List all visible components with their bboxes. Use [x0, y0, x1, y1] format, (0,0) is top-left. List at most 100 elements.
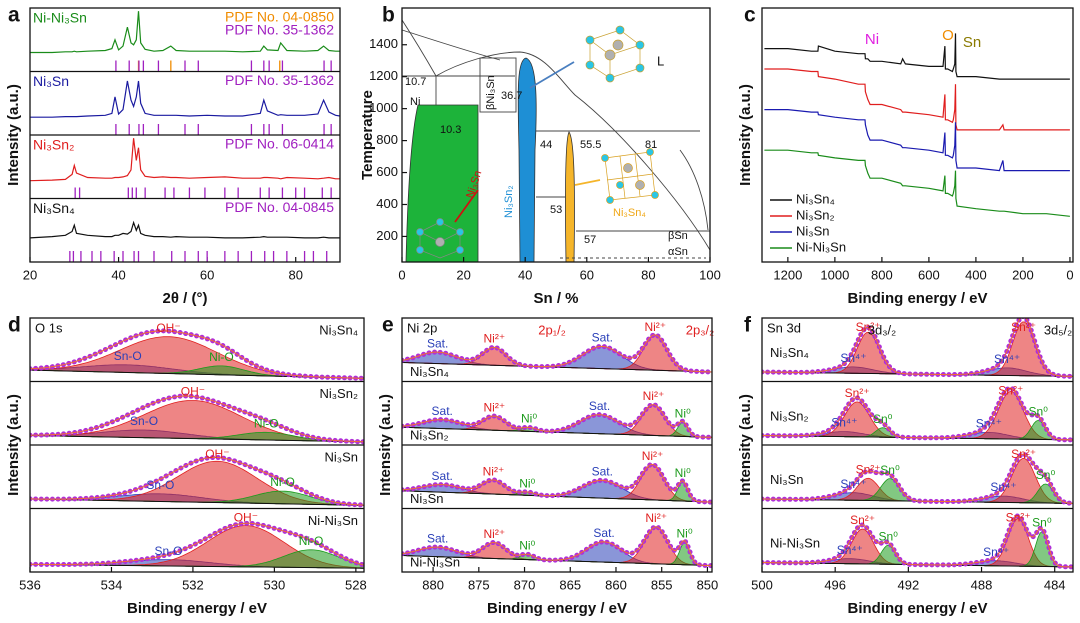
x-tick-label: 400: [965, 267, 987, 282]
background-line: [30, 369, 364, 379]
survey-spectrum: [764, 109, 1070, 172]
atom: [456, 228, 464, 236]
x-tick-label: 880: [422, 577, 444, 592]
xrd-pattern: [30, 80, 341, 118]
legend-label: Ni-Ni₃Sn: [796, 239, 846, 254]
x-tick-label: 488: [971, 577, 993, 592]
component-label: Ni²⁺: [484, 527, 506, 541]
strip: [30, 393, 364, 445]
atom: [635, 40, 645, 50]
fit-envelope: [762, 515, 1073, 568]
component-label: Sat.: [432, 469, 453, 483]
ni3sn4-arrow: [574, 179, 601, 186]
x-tick-label: 875: [468, 577, 490, 592]
x-tick-label: 492: [898, 577, 920, 592]
component-label: Sn⁰: [1032, 516, 1052, 530]
fit-component: [762, 390, 1073, 441]
y-tick-label: 200: [376, 228, 398, 243]
component-label: Sn-O: [146, 478, 174, 492]
component-label: Sn²⁺: [856, 462, 881, 476]
legend-label: Ni₃Sn: [796, 223, 829, 238]
atom: [456, 246, 464, 254]
crystal-ni3sn: [416, 218, 464, 259]
panel-letter: f: [744, 314, 752, 337]
strip: [402, 524, 712, 569]
atom: [604, 49, 616, 61]
component-label: Sn⁰: [880, 463, 900, 477]
core-level: Sn 3d: [767, 320, 801, 335]
fit-envelope: [762, 318, 1073, 377]
component-label: Sn²⁺: [1006, 511, 1031, 525]
component-label: OH⁻: [234, 511, 258, 525]
sample-label: Ni₃Sn₄: [33, 200, 75, 216]
y-tick-label: 600: [376, 164, 398, 179]
component-label: Ni⁰: [521, 412, 537, 426]
atom: [646, 148, 654, 156]
atom: [605, 73, 615, 83]
atom: [635, 180, 645, 190]
y-axis-label: Intensity (a.u.): [737, 394, 754, 496]
component-label: Sn⁴⁺: [831, 416, 857, 430]
x-axis-label: Binding energy / eV: [127, 600, 267, 617]
x-tick-label: 534: [101, 577, 123, 592]
sample-label: Ni₃Sn: [770, 472, 803, 487]
strip: [30, 454, 364, 508]
atom: [635, 63, 645, 73]
survey-spectrum: [764, 149, 1070, 217]
element-label: O: [942, 27, 954, 44]
component-label: Ni²⁺: [484, 332, 506, 346]
atom: [651, 191, 659, 199]
atom: [436, 218, 444, 226]
survey-spectrum: [764, 68, 1070, 131]
fit-envelope: [402, 463, 712, 503]
sample-label: Ni-Ni₃Sn: [770, 536, 820, 551]
legend-label: Ni₃Sn₂: [796, 207, 835, 222]
x-tick-label: 40: [111, 267, 125, 282]
phase-label: 81: [645, 139, 657, 151]
x-tick-label: 20: [23, 267, 37, 282]
x-tick-label: 0: [1066, 267, 1073, 282]
component-label: Sn⁴⁺: [837, 543, 863, 557]
phase-label: βSn: [668, 230, 688, 242]
component-label: Ni²⁺: [644, 320, 666, 334]
component-label: Sn⁴⁺: [983, 545, 1009, 559]
component-label: Sn²⁺: [850, 513, 875, 527]
atom: [615, 25, 625, 35]
panel-letter: b: [382, 4, 395, 27]
panel-letter: c: [744, 4, 756, 27]
atom: [612, 39, 624, 51]
crystal-ni3sn4: [601, 148, 659, 204]
x-tick-label: 600: [918, 267, 940, 282]
element-label: Sn: [963, 34, 981, 51]
x-tick-label: 865: [559, 577, 581, 592]
transition-label: 2p₃/₂: [686, 322, 714, 337]
component-label: Ni-O: [270, 475, 295, 489]
strip: [762, 513, 1073, 570]
plot-frame: [401, 317, 713, 573]
sample-label: Ni₃Sn₂: [33, 137, 74, 153]
background-line: [30, 434, 364, 443]
component-label: OH⁻: [156, 321, 180, 335]
x-axis-label: 2θ / (°): [163, 290, 208, 307]
x-tick-label: 496: [824, 577, 846, 592]
x-tick-label: 0: [398, 267, 405, 282]
plot-frame: [401, 7, 711, 263]
component-label: Ni²⁺: [643, 389, 665, 403]
component-label: Ni²⁺: [645, 511, 667, 525]
component-label: Sat.: [592, 331, 613, 345]
component-label: Ni⁰: [519, 539, 535, 553]
phase-label: βNi₃Sn: [485, 75, 497, 110]
component-label: Sn⁰: [878, 529, 898, 543]
plot-frame: [761, 7, 1074, 263]
crystal-ni3sn2: [585, 25, 645, 83]
component-label: Ni-O: [299, 534, 324, 548]
x-tick-label: 60: [200, 267, 214, 282]
y-tick-label: 400: [376, 196, 398, 211]
phase-label: 57: [584, 234, 596, 246]
y-tick-label: 1200: [369, 68, 398, 83]
atom: [416, 228, 424, 236]
y-axis-label: Intensity (a.u.): [737, 84, 754, 186]
strip: [30, 520, 364, 569]
xrd-pattern: [29, 138, 340, 182]
